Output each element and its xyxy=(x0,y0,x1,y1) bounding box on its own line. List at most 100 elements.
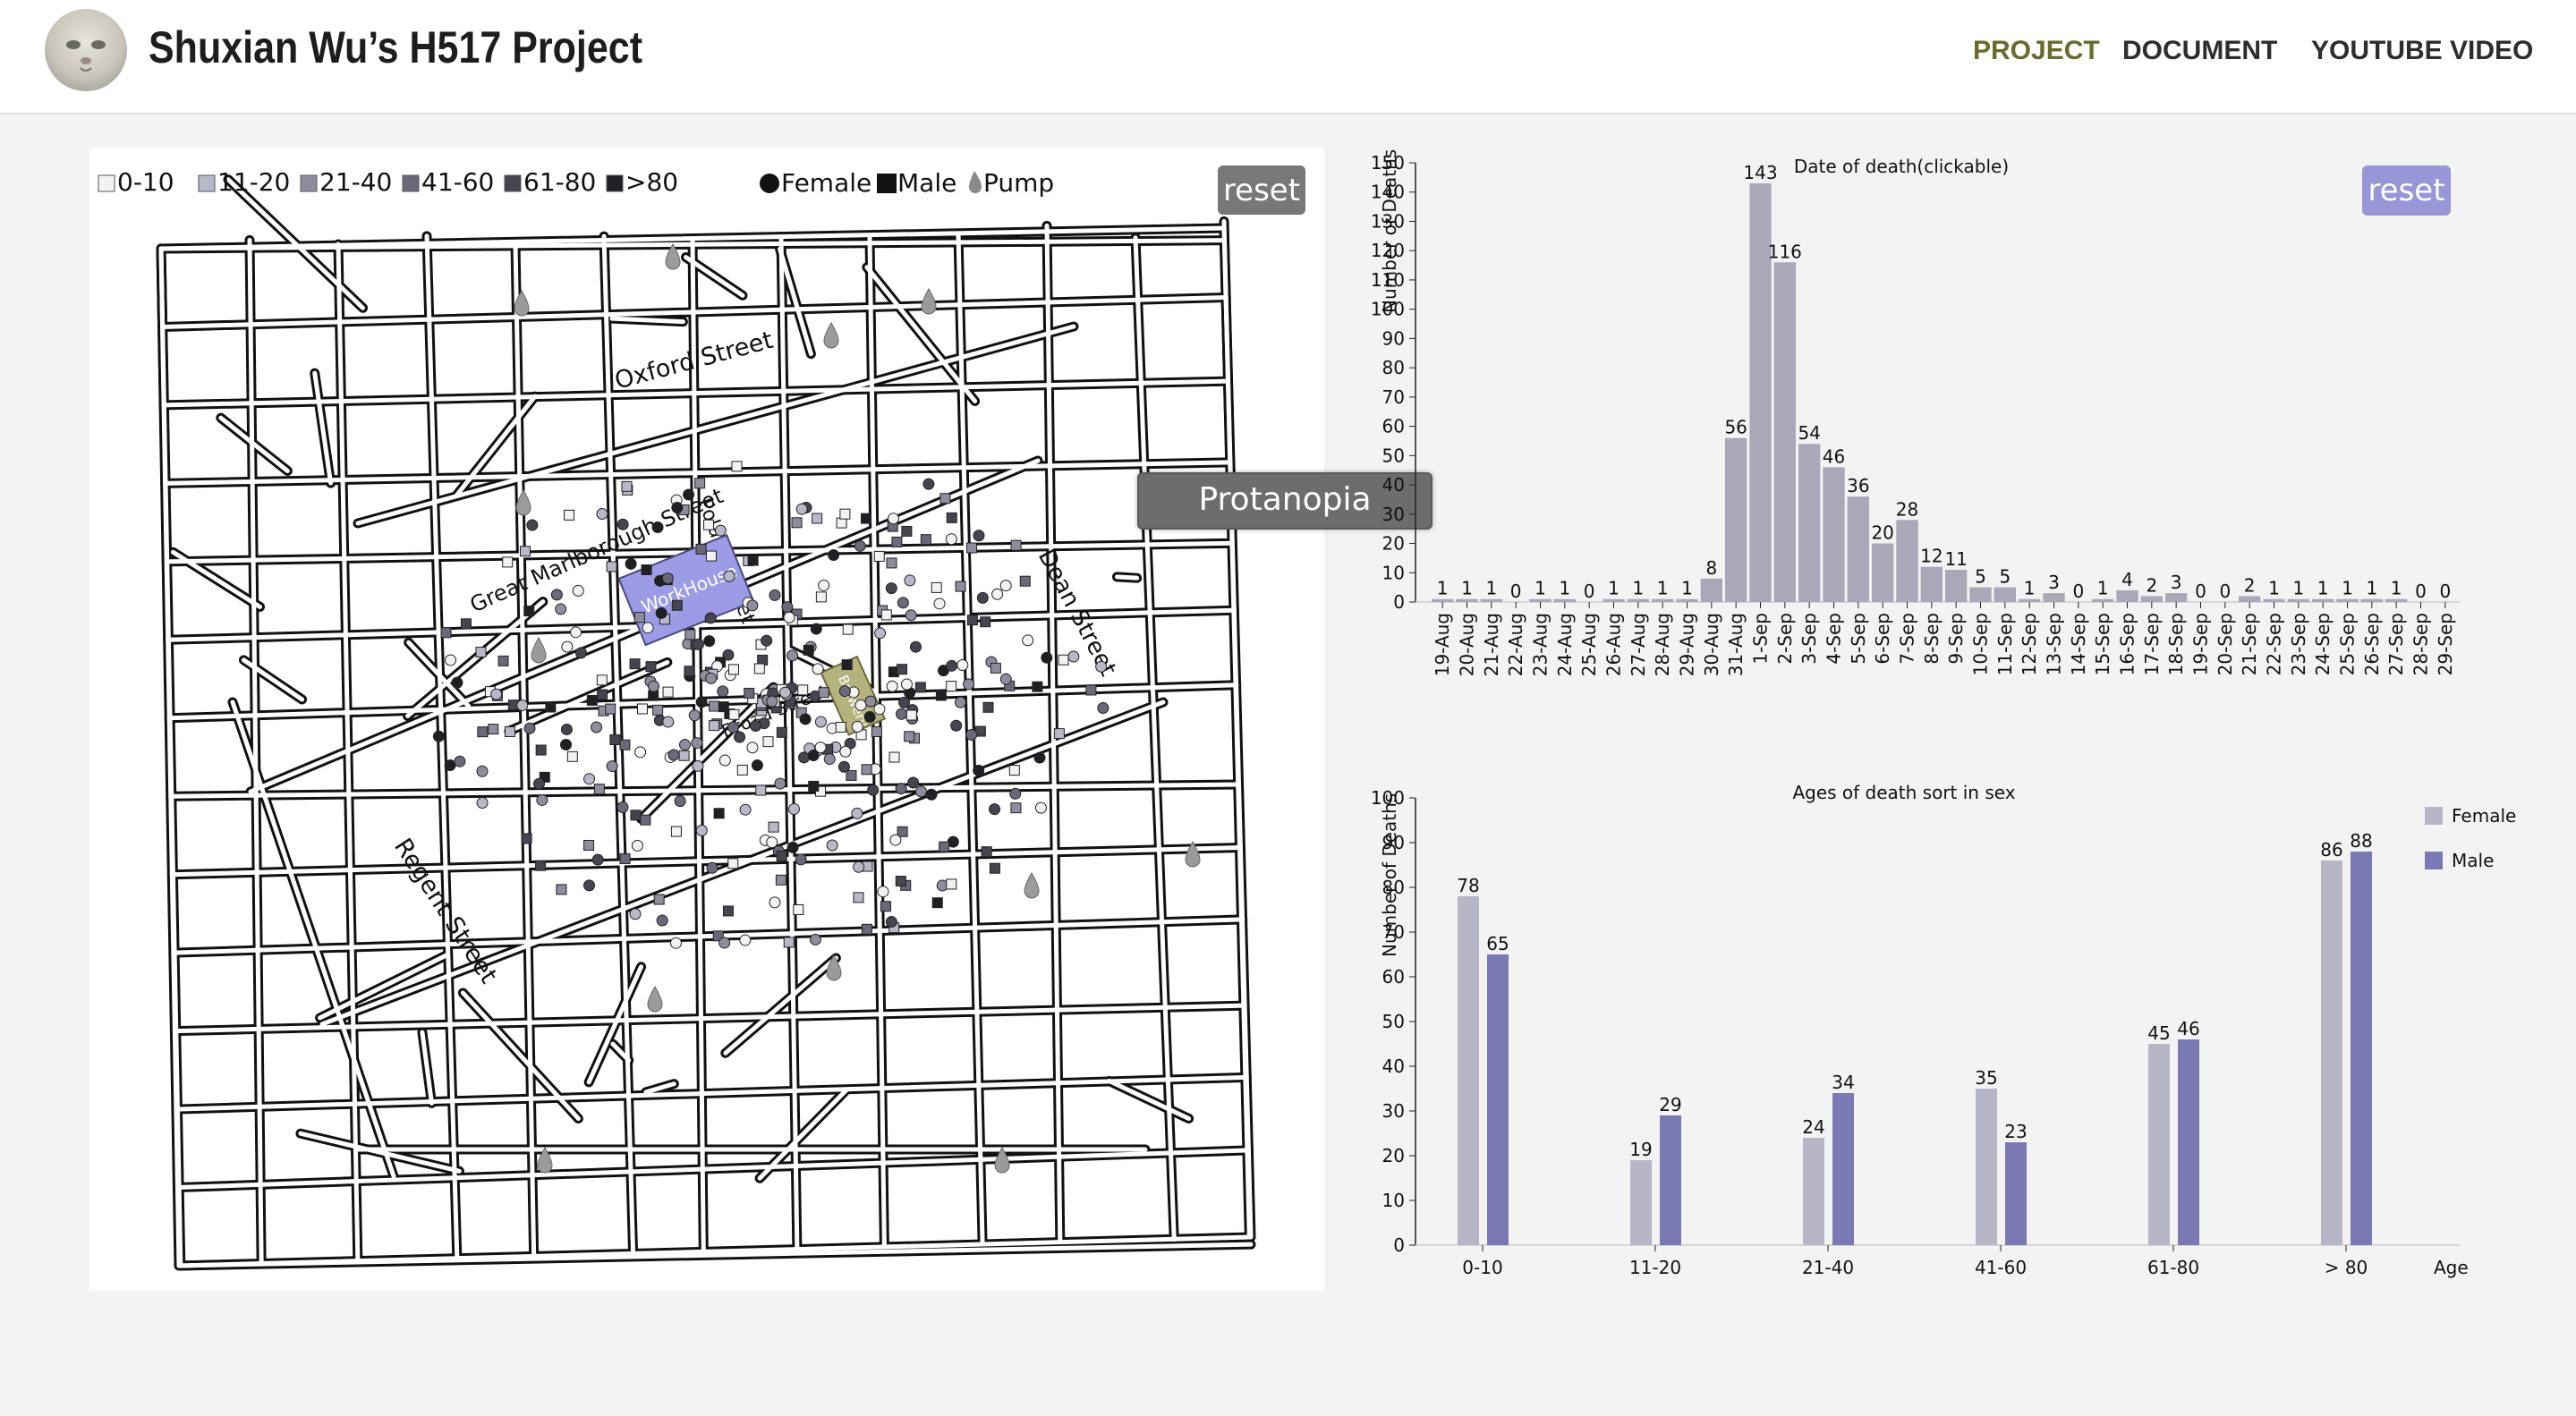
male-death-marker[interactable] xyxy=(860,513,871,524)
date-bar-15-Sep[interactable]: 1 15-Sep xyxy=(2092,578,2114,676)
female-death-marker[interactable] xyxy=(444,759,456,772)
date-bar-25-Aug[interactable]: 0 25-Aug xyxy=(1578,581,1600,676)
male-death-marker[interactable] xyxy=(1019,575,1031,587)
pump-icon[interactable] xyxy=(647,985,663,1013)
female-death-marker[interactable] xyxy=(989,803,1001,816)
male-death-marker[interactable] xyxy=(564,509,575,521)
female-death-marker[interactable] xyxy=(651,521,664,533)
date-bar-28-Aug[interactable]: 1 28-Aug xyxy=(1652,578,1674,677)
male-death-marker[interactable] xyxy=(545,701,557,713)
female-death-marker[interactable] xyxy=(714,524,727,537)
date-bar-10-Sep[interactable]: 5 10-Sep xyxy=(1969,566,1992,676)
female-death-marker[interactable] xyxy=(950,719,963,732)
female-death-marker[interactable] xyxy=(900,678,913,691)
date-bar-7-Sep[interactable]: 28 7-Sep xyxy=(1896,498,1918,664)
female-death-marker[interactable] xyxy=(688,709,701,722)
male-death-marker[interactable] xyxy=(776,850,787,861)
nav-youtube-video[interactable]: YOUTUBE VIDEO xyxy=(2311,36,2534,65)
female-death-marker[interactable] xyxy=(1033,751,1046,764)
female-death-marker[interactable] xyxy=(889,834,902,846)
bar[interactable] xyxy=(2116,589,2138,602)
female-death-marker[interactable] xyxy=(591,853,604,866)
female-death-marker[interactable] xyxy=(629,908,642,920)
pump-icon[interactable] xyxy=(537,1146,553,1174)
bar[interactable] xyxy=(1480,598,1502,602)
male-death-marker[interactable] xyxy=(619,852,631,864)
male-death-marker[interactable] xyxy=(839,508,851,520)
bar[interactable] xyxy=(1652,598,1674,602)
female-death-marker[interactable] xyxy=(818,579,830,591)
date-bar-13-Sep[interactable]: 3 13-Sep xyxy=(2043,572,2065,675)
date-bar-16-Sep[interactable]: 4 16-Sep xyxy=(2116,569,2138,675)
female-death-marker[interactable] xyxy=(851,807,863,819)
bar[interactable] xyxy=(2239,596,2261,602)
male-death-marker[interactable] xyxy=(803,644,814,656)
nav-document[interactable]: DOCUMENT xyxy=(2122,36,2278,65)
bar[interactable] xyxy=(1896,520,1918,602)
male-death-marker[interactable] xyxy=(556,884,567,895)
date-bar-2-Sep[interactable]: 116 2-Sep xyxy=(1768,241,1802,664)
female-death-marker[interactable] xyxy=(991,588,1004,600)
male-death-marker[interactable] xyxy=(670,826,682,837)
female-death-marker[interactable] xyxy=(999,673,1012,685)
female-death-marker[interactable] xyxy=(692,759,704,772)
male-death-marker[interactable] xyxy=(1010,539,1022,551)
female-death-marker[interactable] xyxy=(786,841,799,853)
female-death-marker[interactable] xyxy=(854,539,866,552)
female-death-marker[interactable] xyxy=(826,839,838,852)
date-bar-23-Sep[interactable]: 1 23-Sep xyxy=(2287,578,2309,676)
bar[interactable] xyxy=(1823,467,1845,602)
male-death-marker[interactable] xyxy=(648,690,659,701)
male-death-marker[interactable] xyxy=(728,664,740,675)
bar[interactable] xyxy=(1529,598,1552,602)
male-death-marker[interactable] xyxy=(477,726,489,738)
male-death-marker[interactable] xyxy=(497,655,509,666)
male-death-marker[interactable] xyxy=(776,726,787,738)
male-death-marker[interactable] xyxy=(904,731,915,742)
male-death-marker[interactable] xyxy=(539,771,550,783)
female-death-marker[interactable] xyxy=(795,503,808,515)
female-death-marker[interactable] xyxy=(1041,651,1053,664)
date-bar-8-Sep[interactable]: 12 8-Sep xyxy=(1920,546,1943,665)
female-death-marker[interactable] xyxy=(550,589,563,601)
male-death-marker[interactable] xyxy=(662,686,674,698)
male-death-marker[interactable] xyxy=(966,542,978,554)
male-death-marker[interactable] xyxy=(593,784,605,795)
male-death-marker[interactable] xyxy=(1058,654,1069,666)
date-of-death-chart[interactable]: 0102030405060708090100110120130140150Num… xyxy=(1360,143,2559,698)
bar[interactable] xyxy=(2092,598,2114,602)
female-death-marker[interactable] xyxy=(973,764,985,776)
male-death-marker[interactable] xyxy=(914,682,926,693)
female-death-marker[interactable] xyxy=(561,640,574,653)
female-death-marker[interactable] xyxy=(810,623,822,635)
death-markers[interactable] xyxy=(432,461,1109,949)
male-death-marker[interactable] xyxy=(901,525,913,537)
male-death-marker[interactable] xyxy=(797,684,809,696)
date-bar-24-Aug[interactable]: 1 24-Aug xyxy=(1553,578,1576,677)
male-death-marker[interactable] xyxy=(619,739,631,750)
bar[interactable] xyxy=(1700,578,1722,602)
male-death-marker[interactable] xyxy=(812,513,823,524)
date-bar-1-Sep[interactable]: 143 1-Sep xyxy=(1743,162,1777,665)
bar[interactable] xyxy=(2263,598,2285,602)
male-death-marker[interactable] xyxy=(695,543,707,555)
pump-icon[interactable] xyxy=(515,488,531,516)
male-death-marker[interactable] xyxy=(931,897,943,909)
male-death-marker[interactable] xyxy=(853,892,864,903)
male-death-marker[interactable] xyxy=(946,878,957,890)
female-death-marker[interactable] xyxy=(691,737,703,750)
male-death-marker[interactable] xyxy=(731,461,743,472)
male-death-marker[interactable] xyxy=(895,876,906,887)
male-death-marker[interactable] xyxy=(596,674,608,686)
female-death-marker[interactable] xyxy=(839,745,852,758)
female-death-marker[interactable] xyxy=(583,773,596,785)
female-death-marker[interactable] xyxy=(669,937,682,949)
female-death-marker[interactable] xyxy=(661,572,674,585)
male-death-marker[interactable] xyxy=(842,623,854,635)
female-death-marker[interactable] xyxy=(898,696,911,708)
female-death-marker[interactable] xyxy=(812,663,824,675)
female-death-marker[interactable] xyxy=(574,647,587,659)
female-death-marker[interactable] xyxy=(739,803,752,816)
female-death-marker[interactable] xyxy=(795,853,807,866)
